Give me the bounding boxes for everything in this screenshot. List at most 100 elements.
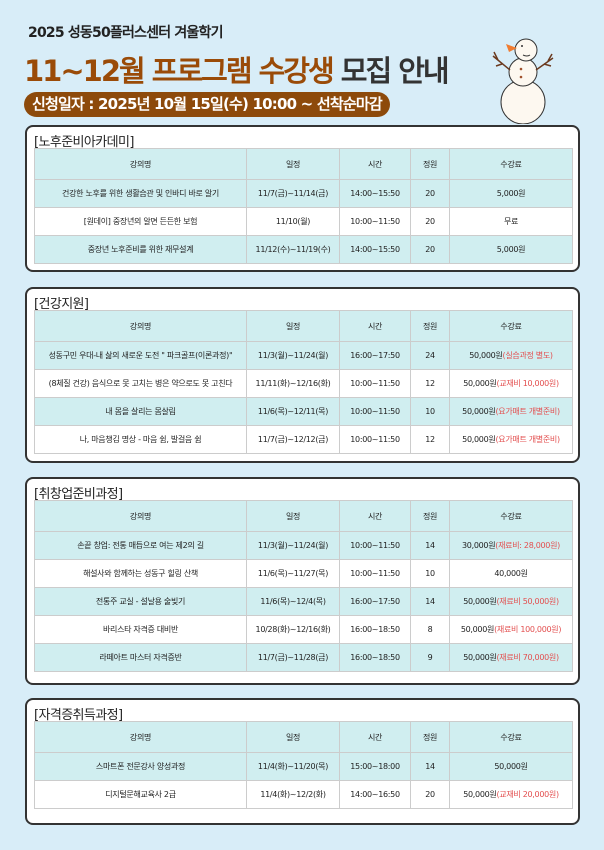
table-cell: 바리스타 자격증 대비반 xyxy=(34,615,247,644)
fee-cell: 50,000원(실습과정 별도) xyxy=(449,341,573,370)
table-header: 강의명 일정 시간 정원 수강료 xyxy=(34,500,573,532)
table-row: 성동구민 우대-내 삶의 새로운 도전 " 파크골프(이론과정)" 11/3(월)… xyxy=(34,341,573,370)
table-header: 강의명 일정 시간 정원 수강료 xyxy=(34,148,573,180)
column-header: 정원 xyxy=(410,500,450,532)
table-row: (8체질 건강) 음식으로 못 고치는 병은 약으로도 못 고친다 11/11(화… xyxy=(34,369,573,398)
fee-cell: 50,000원(재료비 100,000원) xyxy=(449,615,573,644)
snowman-icon xyxy=(492,38,554,124)
fee-cell: 50,000원(요가매트 개별준비) xyxy=(449,425,573,454)
table-cell: 10 xyxy=(410,559,450,588)
fee-cell: 50,000원(요가매트 개별준비) xyxy=(449,397,573,426)
fee: 무료 xyxy=(503,217,519,226)
table-cell: 11/10(월) xyxy=(246,207,340,236)
table-row: 손끝 창업: 전통 매듭으로 여는 제2의 길 11/3(월)~11/24(월) 1… xyxy=(34,531,573,560)
fee-cell: 40,000원 xyxy=(449,559,573,588)
fee-note: (실습과정 별도) xyxy=(502,351,554,360)
table-cell: 14 xyxy=(410,531,450,560)
table-row: 중장년 노후준비를 위한 재무설계 11/12(수)~11/19(수) 14:00~… xyxy=(34,235,573,264)
table-cell: 디지털문해교육사 2급 xyxy=(34,780,247,809)
table-cell: 20 xyxy=(410,179,450,208)
table-row: [원데이] 중장년의 알면 든든한 보험 11/10(월) 10:00~11:50 2… xyxy=(34,207,573,236)
table-row: 전통주 교실 - 설날용 술빚기 11/6(목)~12/4(목) 16:00~17:… xyxy=(34,587,573,616)
column-header: 일정 xyxy=(246,721,340,753)
program-table: 강의명 일정 시간 정원 수강료 건강한 노후를 위한 생활습관 및 인바디 바로 알기 1… xyxy=(34,148,573,264)
table-cell: 20 xyxy=(410,780,450,809)
table-cell: 11/4(화)~11/20(목) xyxy=(246,752,340,781)
column-header: 정원 xyxy=(410,721,450,753)
program-section: [취창업준비과정] 강의명 일정 시간 정원 수강료 손끝 창업: 전통 매듭으로 여는 제… xyxy=(25,477,580,685)
fee-note: (재료비 50,000원) xyxy=(496,597,559,606)
column-header: 정원 xyxy=(410,310,450,342)
table-cell: 20 xyxy=(410,235,450,264)
column-header: 시간 xyxy=(339,148,411,180)
fee-note: (교재비 10,000원) xyxy=(496,379,559,388)
table-cell: 11/6(목)~12/4(목) xyxy=(246,587,340,616)
fee-note: (요가매트 개별준비) xyxy=(495,407,560,416)
table-cell: 10/28(화)~12/16(화) xyxy=(246,615,340,644)
table-cell: 16:00~17:50 xyxy=(339,587,411,616)
table-cell: 11/11(화)~12/16(화) xyxy=(246,369,340,398)
fee-cell: 무료 xyxy=(449,207,573,236)
column-header: 수강료 xyxy=(449,310,573,342)
column-header: 수강료 xyxy=(449,721,573,753)
table-cell: 내 몸을 살리는 몸살림 xyxy=(34,397,247,426)
fee-note: (교재비 20,000원) xyxy=(496,790,559,799)
table-header: 강의명 일정 시간 정원 수강료 xyxy=(34,310,573,342)
table-row: 나, 마음챙김 명상 - 마음 쉼, 발걸음 쉼 11/7(금)~12/12(금)… xyxy=(34,425,573,454)
table-row: 스마트폰 전문강사 양성과정 11/4(화)~11/20(목) 15:00~18:0… xyxy=(34,752,573,781)
table-cell: 16:00~17:50 xyxy=(339,341,411,370)
table-cell: 10:00~11:50 xyxy=(339,531,411,560)
table-cell: [원데이] 중장년의 알면 든든한 보험 xyxy=(34,207,247,236)
title-main: 11~12월 프로그램 수강생 xyxy=(24,54,335,88)
column-header: 일정 xyxy=(246,148,340,180)
fee: 50,000원 xyxy=(469,351,503,360)
program-section: [자격증취득과정] 강의명 일정 시간 정원 수강료 스마트폰 전문강사 양성과정 11/4(… xyxy=(25,698,580,825)
column-header: 수강료 xyxy=(449,148,573,180)
fee-note: (요가매트 개별준비) xyxy=(495,435,560,444)
table-cell: 14:00~15:50 xyxy=(339,235,411,264)
table-cell: 11/3(월)~11/24(월) xyxy=(246,531,340,560)
fee-cell: 30,000원(재료비: 28,000원) xyxy=(449,531,573,560)
table-row: 라떼아트 마스터 자격증반 11/7(금)~11/28(금) 16:00~18:50… xyxy=(34,643,573,672)
table-cell: 10:00~11:50 xyxy=(339,207,411,236)
column-header: 시간 xyxy=(339,721,411,753)
table-cell: 11/4(화)~12/2(화) xyxy=(246,780,340,809)
fee-cell: 50,000원(교재비 20,000원) xyxy=(449,780,573,809)
table-cell: 10:00~11:50 xyxy=(339,559,411,588)
fee: 50,000원 xyxy=(463,653,497,662)
table-cell: 9 xyxy=(410,643,450,672)
column-header: 강의명 xyxy=(34,148,247,180)
column-header: 일정 xyxy=(246,310,340,342)
fee: 50,000원 xyxy=(462,407,496,416)
page-title: 11~12월 프로그램 수강생 모집 안내 xyxy=(24,48,450,90)
table-cell: 건강한 노후를 위한 생활습관 및 인바디 바로 알기 xyxy=(34,179,247,208)
table-cell: 성동구민 우대-내 삶의 새로운 도전 " 파크골프(이론과정)" xyxy=(34,341,247,370)
table-row: 해설사와 함께하는 성동구 힐링 산책 11/6(목)~11/27(목) 10:00… xyxy=(34,559,573,588)
table-cell: 11/7(금)~11/14(금) xyxy=(246,179,340,208)
table-cell: 14:00~16:50 xyxy=(339,780,411,809)
table-cell: 10:00~11:50 xyxy=(339,369,411,398)
column-header: 강의명 xyxy=(34,721,247,753)
table-cell: 손끝 창업: 전통 매듭으로 여는 제2의 길 xyxy=(34,531,247,560)
table-cell: 14 xyxy=(410,752,450,781)
table-cell: 11/6(목)~12/11(목) xyxy=(246,397,340,426)
table-cell: 14:00~15:50 xyxy=(339,179,411,208)
fee-cell: 50,000원(재료비 70,000원) xyxy=(449,643,573,672)
table-cell: 해설사와 함께하는 성동구 힐링 산책 xyxy=(34,559,247,588)
fee-note: (재료비: 28,000원) xyxy=(495,541,560,550)
table-row: 내 몸을 살리는 몸살림 11/6(목)~12/11(목) 10:00~11:50 1… xyxy=(34,397,573,426)
program-section: [노후준비아카데미] 강의명 일정 시간 정원 수강료 건강한 노후를 위한 생활습관 및 … xyxy=(25,125,580,272)
fee-cell: 5,000원 xyxy=(449,179,573,208)
fee-note: (재료비 100,000원) xyxy=(494,625,562,634)
program-table: 강의명 일정 시간 정원 수강료 스마트폰 전문강사 양성과정 11/4(화)~11/20(… xyxy=(34,721,573,809)
table-cell: 16:00~18:50 xyxy=(339,643,411,672)
table-cell: 11/3(월)~11/24(월) xyxy=(246,341,340,370)
subtitle: 2025 성동50플러스센터 겨울학기 xyxy=(28,25,223,41)
table-cell: 11/7(금)~11/28(금) xyxy=(246,643,340,672)
table-cell: 전통주 교실 - 설날용 술빚기 xyxy=(34,587,247,616)
column-header: 강의명 xyxy=(34,500,247,532)
table-cell: 15:00~18:00 xyxy=(339,752,411,781)
table-cell: 라떼아트 마스터 자격증반 xyxy=(34,643,247,672)
section-title: [건강지원] xyxy=(34,297,89,312)
table-cell: 10:00~11:50 xyxy=(339,397,411,426)
